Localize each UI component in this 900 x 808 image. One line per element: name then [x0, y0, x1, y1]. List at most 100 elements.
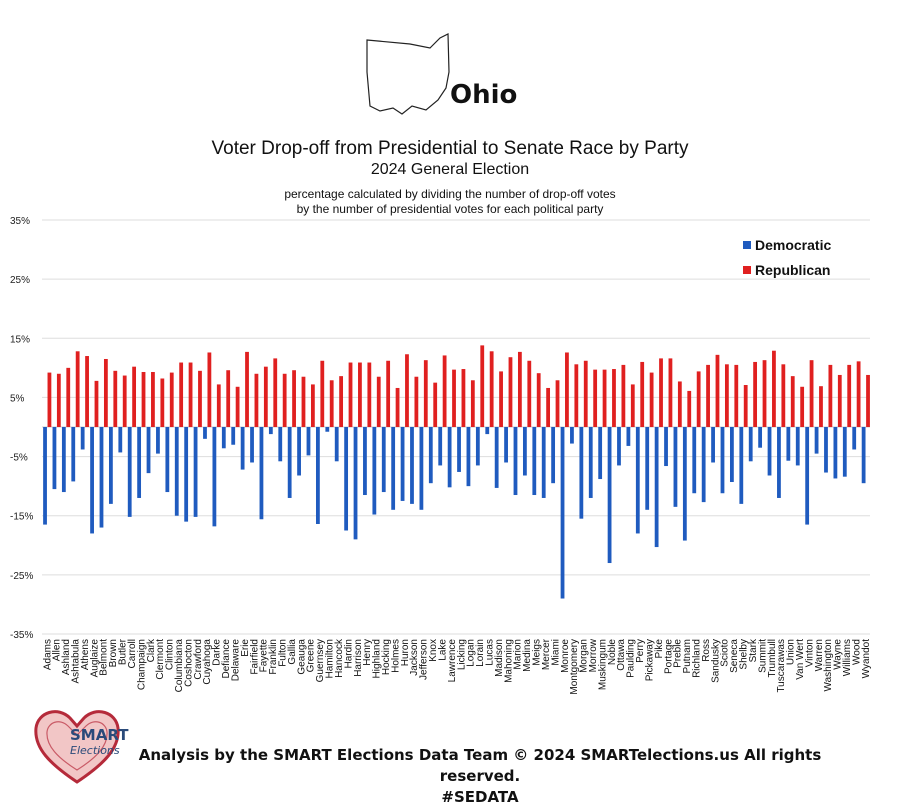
x-tick-label: Henry — [362, 639, 373, 666]
legend-label-democratic: Democratic — [755, 236, 832, 253]
bar-democratic — [212, 427, 217, 527]
x-tick-label: Meigs — [532, 639, 543, 666]
x-tick-label: Pickaway — [644, 639, 655, 681]
bar-democratic — [287, 427, 292, 498]
bar-democratic — [372, 427, 377, 515]
bar-republican — [263, 366, 268, 427]
bar-democratic — [795, 427, 800, 466]
chart-subtitle: 2024 General Election — [370, 161, 530, 178]
x-tick-label: Shelby — [739, 639, 750, 670]
bar-democratic — [315, 427, 320, 524]
bar-democratic — [682, 427, 687, 541]
legend-swatch-republican — [743, 265, 751, 274]
bar-republican — [160, 378, 165, 427]
bar-democratic — [391, 427, 396, 510]
bar-democratic — [664, 427, 668, 467]
x-tick-label: Washington — [823, 639, 834, 691]
x-tick-label: Marion — [513, 639, 524, 670]
x-tick-label: Scioto — [720, 639, 731, 667]
bar-democratic — [61, 427, 66, 493]
bar-republican — [753, 361, 758, 427]
bar-republican — [113, 370, 118, 427]
bar-democratic — [711, 427, 715, 463]
ohio-outline-icon — [366, 33, 450, 115]
bar-democratic — [118, 427, 123, 453]
bar-republican — [386, 360, 391, 427]
bar-republican — [612, 369, 616, 427]
x-tick-label: Paulding — [626, 639, 637, 678]
bar-democratic — [334, 427, 339, 462]
bar-democratic — [805, 427, 810, 525]
x-tick-label: Jackson — [409, 639, 420, 676]
x-tick-label: Tuscarawas — [776, 639, 787, 693]
bar-republican — [188, 362, 193, 427]
bar-democratic — [108, 427, 113, 504]
bar-republican — [254, 373, 259, 427]
bar-republican — [790, 376, 795, 427]
bar-republican — [376, 376, 381, 427]
x-tick-label: Knox — [428, 639, 439, 662]
bar-republican — [442, 355, 447, 427]
bar-republican — [320, 360, 325, 427]
x-tick-label: Brown — [108, 639, 119, 667]
x-tick-label: Ross — [701, 639, 712, 662]
bars — [43, 345, 870, 599]
x-tick-label: Champaign — [136, 639, 147, 690]
bar-democratic — [852, 427, 857, 450]
state-title: Ohio — [450, 80, 518, 110]
x-tick-label: Preble — [673, 639, 684, 668]
bar-republican — [339, 376, 344, 427]
bar-republican — [470, 380, 475, 427]
bar-republican — [169, 372, 174, 427]
bar-republican — [602, 369, 607, 427]
x-tick-label: Hancock — [334, 638, 345, 678]
x-tick-label: Williams — [842, 639, 853, 676]
x-tick-label: Hamilton — [325, 639, 336, 678]
x-tick-label: Guernsey — [315, 639, 326, 682]
x-tick-label: Wood — [851, 639, 862, 665]
bar-democratic — [203, 427, 207, 439]
x-tick-label: Jefferson — [419, 639, 430, 680]
x-tick-label: Delaware — [230, 639, 241, 682]
x-tick-label: Auglaize — [89, 639, 100, 678]
footer-copyright: Analysis by the SMART Elections Data Tea… — [138, 746, 822, 785]
x-tick-label: Lucas — [485, 639, 496, 666]
bar-democratic — [729, 427, 734, 483]
bar-democratic — [306, 427, 311, 456]
bar-democratic — [43, 427, 47, 525]
bar-republican — [329, 380, 334, 427]
bar-republican — [527, 360, 532, 427]
note-line-2: by the number of presidential votes for … — [296, 202, 604, 216]
bar-democratic — [363, 427, 367, 496]
bar-republican — [828, 364, 833, 427]
x-tick-label: Darke — [212, 639, 223, 666]
x-tick-label: Ashland — [61, 639, 72, 675]
x-tick-label: Belmont — [99, 639, 110, 676]
bar-republican — [621, 364, 626, 427]
bar-republican — [75, 351, 80, 427]
bar-republican — [489, 351, 494, 427]
bar-democratic — [504, 427, 508, 463]
bar-democratic — [532, 427, 537, 496]
bar-republican — [207, 352, 212, 427]
bar-republican — [762, 360, 767, 427]
x-tick-label: Seneca — [729, 639, 740, 673]
bar-democratic — [259, 427, 264, 520]
x-tick-label: Columbiana — [174, 639, 185, 693]
x-tick-label: Defiance — [221, 639, 232, 679]
x-tick-label: Monroe — [560, 639, 571, 673]
x-tick-label: Putnam — [682, 639, 693, 673]
bar-democratic — [692, 427, 697, 494]
bar-republican — [56, 373, 61, 427]
x-tick-label: Lorain — [475, 639, 486, 667]
y-tick-label: -15% — [10, 512, 33, 523]
note-line-1: percentage calculated by dividing the nu… — [284, 187, 616, 201]
bar-republican — [85, 356, 89, 427]
x-tick-label: Montgomery — [569, 639, 580, 695]
x-tick-label: Ashtabula — [71, 639, 82, 684]
bar-democratic — [739, 427, 744, 504]
logo-line-2: Elections — [70, 744, 120, 757]
bar-republican — [743, 385, 748, 427]
x-tick-label: Noble — [607, 639, 618, 666]
